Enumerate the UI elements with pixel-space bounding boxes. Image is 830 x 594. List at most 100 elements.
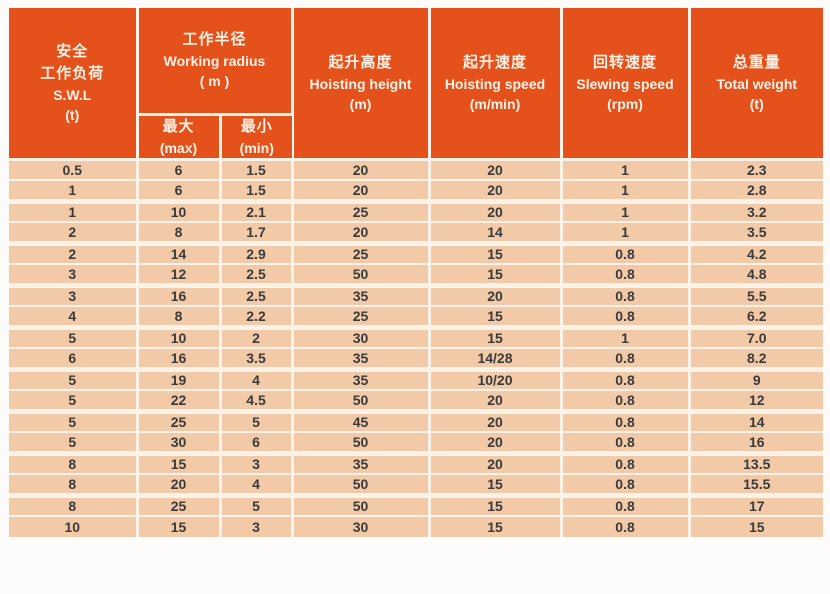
table-cell: 1 bbox=[561, 327, 691, 349]
table-cell: 8 bbox=[9, 453, 139, 475]
table-cell: 35 bbox=[292, 453, 431, 475]
table-cell: 19 bbox=[137, 369, 222, 391]
table-cell: 0.8 bbox=[561, 243, 691, 265]
table-cell: 0.5 bbox=[9, 159, 139, 181]
table-cell: 20 bbox=[429, 180, 563, 204]
table-cell: 0.8 bbox=[561, 474, 691, 498]
table-cell: 3.5 bbox=[689, 222, 823, 246]
table-cell: 50 bbox=[292, 474, 431, 498]
table-cell: 3 bbox=[9, 285, 139, 307]
table-cell: 0.8 bbox=[561, 390, 691, 414]
table-row: 1 10 2.1 25 20 1 3.2 bbox=[9, 201, 823, 223]
radius-max-label-en: (max) bbox=[159, 139, 198, 156]
col-header-hoisting-height: 起升高度 Hoisting height (m) bbox=[292, 8, 431, 161]
table-cell: 22 bbox=[137, 390, 222, 414]
table-cell: 2.2 bbox=[220, 306, 294, 330]
crane-spec-table: 安全 工作负荷 S.W.L (t) 工作半径 Working radius ( … bbox=[9, 8, 823, 537]
table-cell: 50 bbox=[292, 432, 431, 456]
table-cell: 15 bbox=[429, 306, 563, 330]
table-cell: 14/28 bbox=[429, 348, 563, 372]
table-cell: 1 bbox=[561, 222, 691, 246]
hoisting-speed-label-zh: 起升速度 bbox=[462, 53, 527, 71]
table-cell: 5 bbox=[9, 432, 139, 456]
table-cell: 5 bbox=[220, 411, 294, 433]
header-row-sub: 最大 (max) 最小 (min) bbox=[9, 114, 823, 161]
table-cell: 20 bbox=[429, 453, 563, 475]
table-cell: 6 bbox=[9, 348, 139, 372]
table-row: 5 22 4.5 50 20 0.8 12 bbox=[9, 390, 823, 414]
table-cell: 15.5 bbox=[689, 474, 823, 498]
working-radius-label-en: Working radius bbox=[163, 53, 266, 70]
radius-max-label-zh: 最大 bbox=[162, 117, 195, 135]
table-cell: 20 bbox=[137, 474, 222, 498]
crane-spec-table-wrap: 安全 工作负荷 S.W.L (t) 工作半径 Working radius ( … bbox=[9, 8, 823, 588]
table-cell: 12 bbox=[137, 264, 222, 288]
table-cell: 50 bbox=[292, 390, 431, 414]
table-cell: 8 bbox=[9, 495, 139, 517]
header-row-main: 安全 工作负荷 S.W.L (t) 工作半径 Working radius ( … bbox=[9, 8, 823, 161]
swl-label-en: S.W.L bbox=[53, 86, 92, 103]
slewing-speed-label-en: Slewing speed bbox=[576, 75, 674, 92]
col-header-swl: 安全 工作负荷 S.W.L (t) bbox=[9, 8, 139, 161]
table-cell: 6 bbox=[220, 432, 294, 456]
table-row: 5 25 5 45 20 0.8 14 bbox=[9, 411, 823, 433]
table-cell: 20 bbox=[292, 222, 431, 246]
table-cell: 25 bbox=[292, 243, 431, 265]
table-cell: 30 bbox=[137, 432, 222, 456]
table-cell: 25 bbox=[137, 411, 222, 433]
table-cell: 0.8 bbox=[561, 411, 691, 433]
table-row: 8 20 4 50 15 0.8 15.5 bbox=[9, 474, 823, 498]
table-cell: 6 bbox=[137, 159, 222, 181]
hoisting-speed-unit: (m/min) bbox=[469, 95, 521, 112]
table-cell: 5 bbox=[9, 390, 139, 414]
table-cell: 35 bbox=[292, 285, 431, 307]
table-cell: 0.8 bbox=[561, 495, 691, 517]
table-cell: 8 bbox=[137, 306, 222, 330]
table-cell: 15 bbox=[429, 327, 563, 349]
hoisting-height-unit: (m) bbox=[349, 95, 372, 112]
table-cell: 20 bbox=[429, 285, 563, 307]
table-cell: 0.8 bbox=[561, 516, 691, 537]
table-cell: 30 bbox=[292, 516, 431, 537]
table-row: 5 10 2 30 15 1 7.0 bbox=[9, 327, 823, 349]
table-cell: 4.2 bbox=[689, 243, 823, 265]
table-row: 6 16 3.5 35 14/28 0.8 8.2 bbox=[9, 348, 823, 372]
table-cell: 4 bbox=[220, 369, 294, 391]
table-cell: 1 bbox=[561, 201, 691, 223]
table-cell: 5.5 bbox=[689, 285, 823, 307]
total-weight-label-en: Total weight bbox=[716, 75, 798, 92]
table-cell: 4.5 bbox=[220, 390, 294, 414]
table-cell: 0.8 bbox=[561, 306, 691, 330]
table-cell: 20 bbox=[429, 411, 563, 433]
table-cell: 5 bbox=[9, 327, 139, 349]
table-cell: 8 bbox=[137, 222, 222, 246]
table-cell: 0.8 bbox=[561, 453, 691, 475]
table-cell: 5 bbox=[9, 411, 139, 433]
table-cell: 20 bbox=[429, 390, 563, 414]
table-cell: 5 bbox=[220, 495, 294, 517]
table-row: 8 15 3 35 20 0.8 13.5 bbox=[9, 453, 823, 475]
table-cell: 6 bbox=[137, 180, 222, 204]
col-header-radius-min: 最小 (min) bbox=[220, 114, 292, 161]
slewing-speed-label-zh: 回转速度 bbox=[592, 53, 657, 71]
table-cell: 8.2 bbox=[689, 348, 823, 372]
table-cell: 0.8 bbox=[561, 285, 691, 307]
col-header-working-radius: 工作半径 Working radius ( m ) bbox=[137, 8, 294, 116]
table-cell: 30 bbox=[292, 327, 431, 349]
total-weight-label-zh: 总重量 bbox=[732, 53, 781, 71]
col-header-hoisting-speed: 起升速度 Hoisting speed (m/min) bbox=[429, 8, 563, 161]
table-row: 5 19 4 35 10/20 0.8 9 bbox=[9, 369, 823, 391]
table-cell: 20 bbox=[429, 159, 563, 181]
table-cell: 45 bbox=[292, 411, 431, 433]
table-cell: 35 bbox=[292, 369, 431, 391]
table-cell: 1.5 bbox=[220, 159, 294, 181]
table-cell: 5 bbox=[9, 369, 139, 391]
table-cell: 14 bbox=[429, 222, 563, 246]
radius-min-label-zh: 最小 bbox=[240, 117, 273, 135]
hoisting-height-label-zh: 起升高度 bbox=[328, 53, 393, 71]
table-cell: 2 bbox=[9, 222, 139, 246]
table-cell: 0.8 bbox=[561, 369, 691, 391]
table-cell: 9 bbox=[689, 369, 823, 391]
radius-min-label-en: (min) bbox=[239, 139, 274, 156]
table-cell: 0.8 bbox=[561, 432, 691, 456]
